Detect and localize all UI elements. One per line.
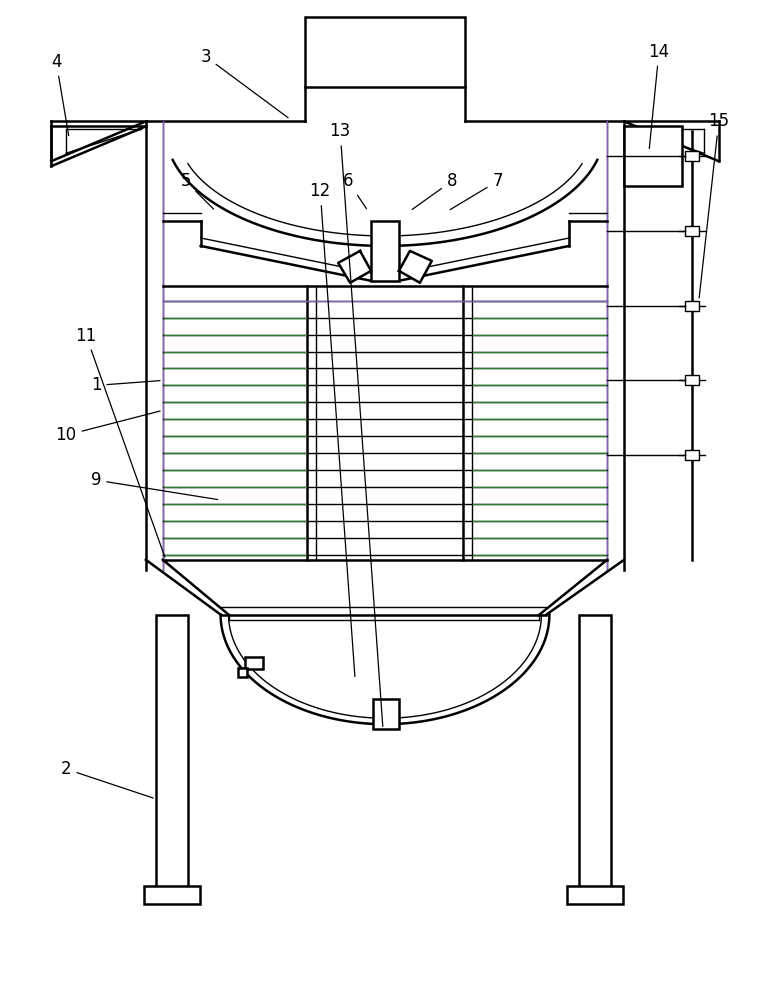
- Bar: [685, 375, 699, 385]
- Bar: [685, 301, 699, 311]
- Text: 13: 13: [330, 122, 382, 726]
- Bar: [156, 615, 187, 889]
- Bar: [568, 886, 623, 904]
- Bar: [373, 699, 399, 729]
- Polygon shape: [399, 251, 431, 283]
- Text: 8: 8: [412, 172, 457, 209]
- Polygon shape: [338, 251, 371, 283]
- Bar: [685, 226, 699, 236]
- Text: 15: 15: [699, 112, 729, 298]
- Text: 1: 1: [91, 376, 160, 394]
- Bar: [237, 668, 248, 677]
- Bar: [579, 615, 611, 889]
- Text: 9: 9: [91, 471, 218, 500]
- Bar: [371, 221, 399, 281]
- Bar: [624, 126, 682, 186]
- Bar: [246, 657, 263, 669]
- Text: 3: 3: [200, 48, 288, 118]
- Text: 11: 11: [76, 327, 165, 557]
- Bar: [685, 151, 699, 161]
- Text: 6: 6: [343, 172, 366, 209]
- Bar: [685, 450, 699, 460]
- Text: 7: 7: [450, 172, 503, 210]
- Text: 5: 5: [181, 172, 213, 209]
- Text: 14: 14: [649, 43, 669, 149]
- Bar: [144, 886, 200, 904]
- Text: 10: 10: [56, 411, 160, 444]
- Text: 2: 2: [61, 760, 153, 798]
- Text: 4: 4: [51, 53, 69, 136]
- Bar: [305, 17, 464, 87]
- Text: 12: 12: [310, 182, 355, 677]
